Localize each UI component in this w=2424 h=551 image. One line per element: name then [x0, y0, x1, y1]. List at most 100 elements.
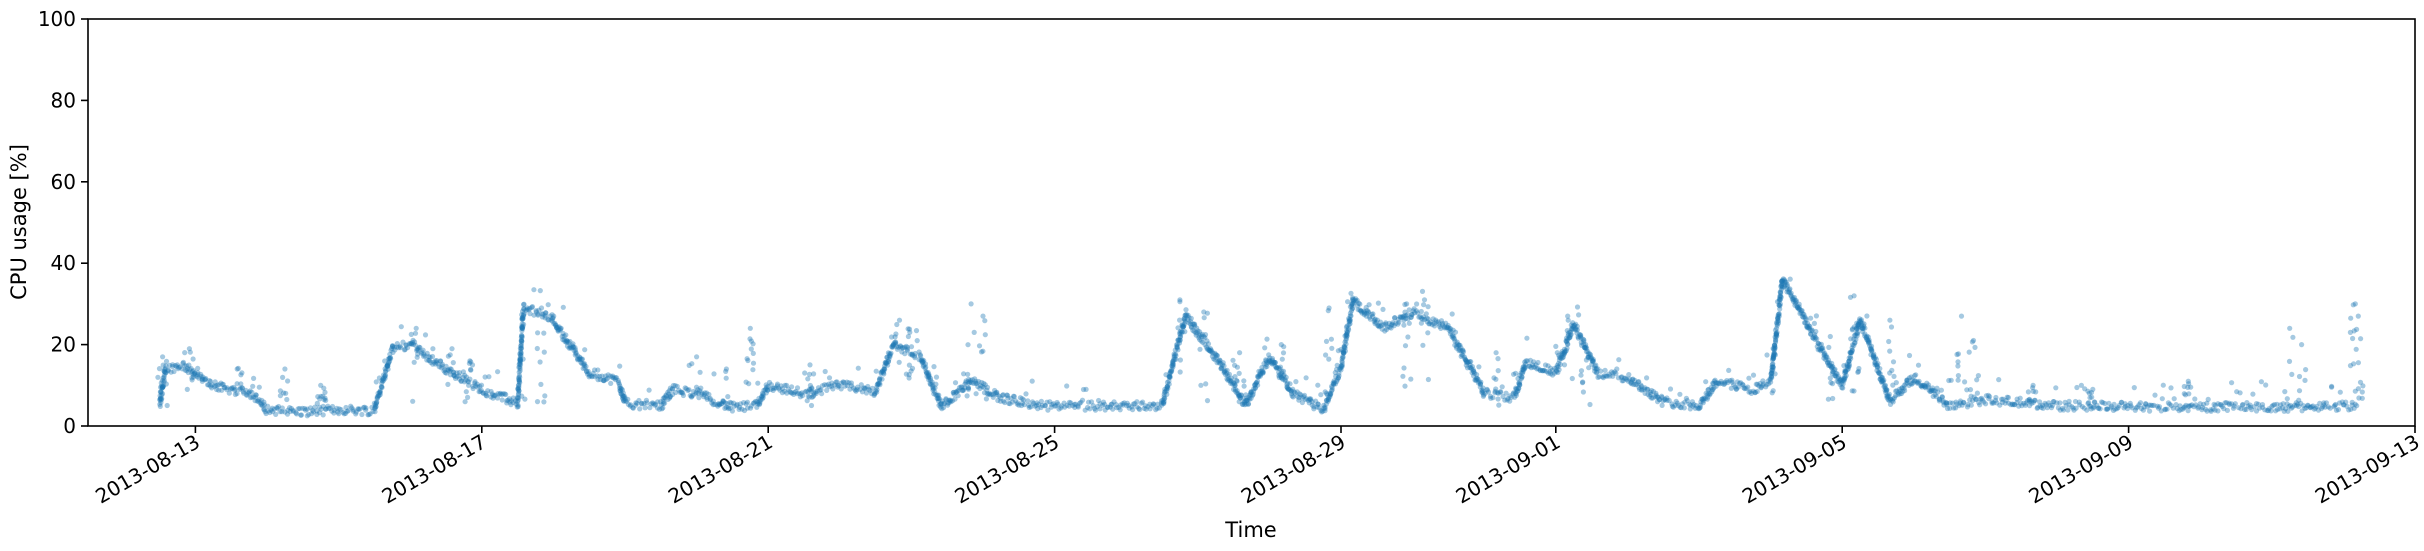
data-point	[2159, 396, 2165, 402]
data-point	[2352, 301, 2358, 307]
data-point	[495, 369, 501, 375]
data-point	[971, 329, 977, 335]
data-point	[906, 372, 912, 378]
data-point	[1170, 362, 1176, 368]
data-point	[248, 395, 254, 401]
data-point	[518, 334, 525, 340]
data-point	[943, 396, 949, 402]
data-point	[1182, 319, 1188, 325]
data-point	[741, 400, 747, 406]
data-point	[405, 345, 411, 351]
data-point	[547, 313, 553, 319]
data-point	[883, 359, 889, 365]
data-point	[893, 340, 899, 346]
data-point	[1565, 313, 1571, 319]
data-point	[660, 400, 667, 407]
data-point	[517, 345, 524, 351]
data-point	[467, 358, 473, 364]
data-point	[162, 369, 168, 375]
data-point	[757, 400, 763, 406]
data-point	[490, 395, 496, 401]
data-point	[1167, 370, 1173, 377]
data-point	[400, 339, 406, 345]
data-point	[343, 410, 349, 416]
data-point	[1181, 321, 1188, 327]
data-point	[377, 388, 383, 394]
data-point	[499, 397, 505, 403]
data-point	[519, 312, 525, 318]
data-point	[1034, 400, 1040, 406]
data-point	[619, 392, 626, 398]
data-point	[931, 364, 937, 370]
data-point	[536, 307, 542, 313]
data-point	[1185, 312, 1191, 318]
data-point	[646, 387, 652, 393]
data-point	[430, 346, 436, 352]
data-point	[478, 382, 485, 388]
data-point	[617, 383, 623, 389]
data-point	[916, 357, 922, 363]
data-point	[872, 390, 878, 396]
data-point	[1764, 352, 1770, 358]
data-point	[2224, 407, 2230, 413]
data-point	[438, 365, 444, 371]
data-point	[463, 377, 469, 383]
data-point	[776, 385, 782, 391]
data-point	[1158, 398, 1165, 404]
data-point	[947, 398, 953, 404]
data-point	[676, 387, 682, 393]
data-point	[855, 365, 861, 371]
data-point	[750, 350, 756, 356]
data-point	[2205, 396, 2211, 402]
data-point	[709, 400, 715, 406]
data-point	[902, 351, 908, 357]
data-point	[962, 385, 968, 391]
data-point	[962, 381, 968, 387]
data-point	[904, 346, 911, 352]
data-point	[848, 380, 855, 386]
data-point	[320, 412, 326, 418]
data-point	[896, 344, 902, 350]
data-point	[1864, 313, 1870, 319]
data-point	[912, 353, 918, 359]
data-point	[1493, 350, 1499, 356]
data-point	[979, 379, 985, 386]
data-point	[422, 353, 428, 359]
data-point	[617, 388, 623, 394]
data-point	[1033, 402, 1039, 408]
data-point	[1974, 377, 1980, 383]
data-point	[390, 343, 396, 350]
data-point	[539, 314, 546, 320]
data-point	[517, 365, 523, 372]
data-point	[557, 326, 564, 332]
data-point	[159, 383, 165, 389]
data-point	[521, 311, 527, 317]
data-point	[1179, 323, 1185, 329]
data-point	[516, 361, 522, 367]
data-point	[2086, 390, 2092, 396]
data-point	[450, 360, 456, 366]
data-point	[382, 366, 388, 372]
data-point	[387, 354, 393, 361]
data-point	[846, 380, 852, 386]
data-point	[656, 406, 663, 412]
data-point	[414, 347, 420, 354]
data-point	[508, 398, 514, 404]
data-point	[298, 412, 304, 418]
data-point	[1120, 402, 1126, 408]
data-point	[789, 390, 795, 396]
data-point	[865, 383, 871, 390]
data-point	[1164, 384, 1170, 390]
data-point	[1007, 401, 1013, 407]
data-point	[848, 383, 855, 389]
data-point	[1161, 400, 1167, 406]
data-point	[1425, 330, 1431, 336]
data-point	[1336, 373, 1342, 379]
data-point	[720, 398, 726, 404]
data-point	[797, 394, 804, 400]
data-point	[556, 324, 562, 330]
data-point	[1151, 401, 1157, 407]
data-point	[875, 380, 882, 386]
data-point	[877, 376, 883, 382]
data-point	[1778, 289, 1784, 295]
